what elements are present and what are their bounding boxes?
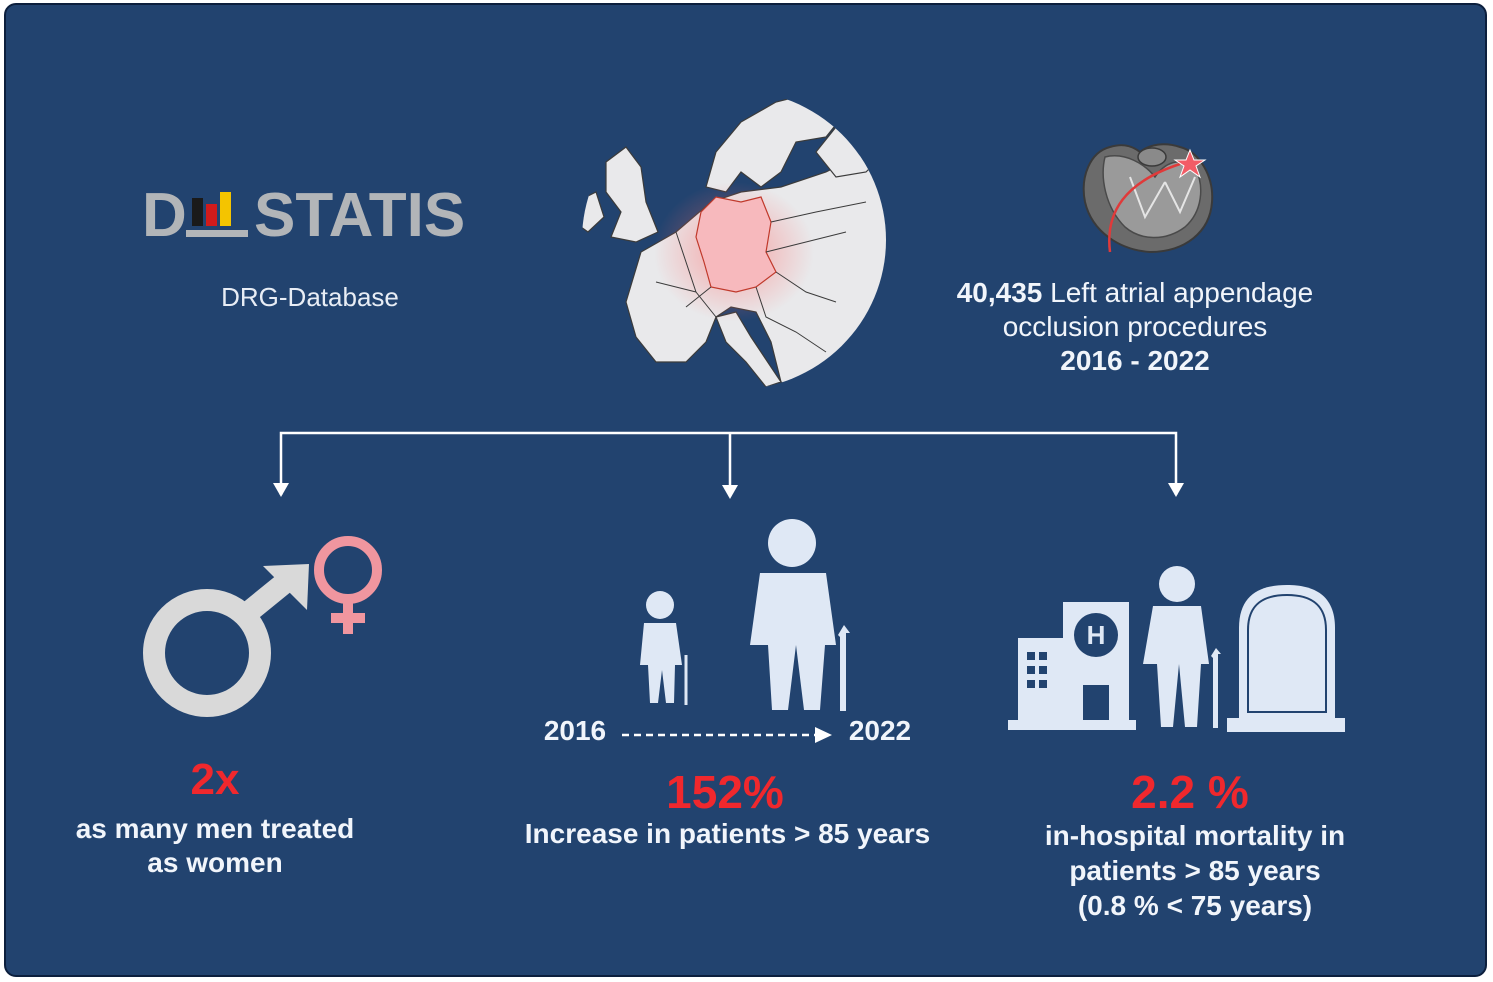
procedures-label-line2: occlusion procedures	[1002, 311, 1268, 342]
gender-symbols-icon	[143, 536, 382, 717]
tombstone-icon	[1227, 585, 1345, 732]
elderly-growth-icon	[640, 519, 850, 711]
procedures-count: 40,435	[956, 277, 1043, 308]
destatis-logo-graphic: D STATIS	[142, 181, 465, 250]
male-symbol-icon	[143, 564, 309, 717]
procedures-years: 2016 - 2022	[1060, 345, 1210, 376]
procedures-text: 40,435 Left atrial appendage occlusion p…	[910, 276, 1360, 378]
female-symbol-icon	[314, 536, 382, 634]
mortality-icons: H	[1008, 566, 1345, 732]
mortality-line2: patients > 85 years	[1069, 855, 1321, 886]
men-ratio-line2: as women	[147, 847, 283, 878]
small-elderly-person-icon	[640, 591, 688, 705]
mortality-value: 2.2 %	[1131, 766, 1249, 818]
year-start: 2016	[543, 715, 607, 746]
heart-icon	[1082, 143, 1214, 254]
mortality-line3: (0.8 % < 75 years)	[1077, 890, 1313, 921]
timeline-dashed-arrow	[622, 727, 832, 743]
elderly-person-icon	[1143, 566, 1221, 728]
men-ratio-line1: as many men treated	[75, 813, 355, 844]
destatis-logo: D STATIS	[142, 181, 482, 250]
men-ratio-value: 2x	[190, 755, 240, 804]
increase-value: 152%	[666, 766, 784, 818]
mortality-caption: in-hospital mortality in patients > 85 y…	[1010, 818, 1380, 923]
arrow-left-head	[273, 483, 289, 497]
svg-text:H: H	[1087, 620, 1106, 650]
large-elderly-person-icon	[750, 519, 850, 711]
men-ratio-caption: as many men treated as women	[40, 812, 390, 880]
hospital-icon: H	[1008, 602, 1136, 730]
database-label: DRG-Database	[221, 282, 399, 312]
svg-text:D: D	[142, 182, 187, 246]
svg-text:STATIS: STATIS	[254, 182, 465, 246]
mortality-line1: in-hospital mortality in	[1044, 820, 1346, 851]
arrow-right-head	[1168, 483, 1184, 497]
europe-map	[582, 92, 886, 390]
arrow-center-head	[722, 485, 738, 499]
year-end: 2022	[848, 715, 912, 746]
increase-caption: Increase in patients > 85 years	[524, 818, 931, 849]
procedures-label-line1: Left atrial appendage	[1050, 277, 1314, 308]
procedures-line1: 40,435 Left atrial appendage	[910, 276, 1360, 310]
